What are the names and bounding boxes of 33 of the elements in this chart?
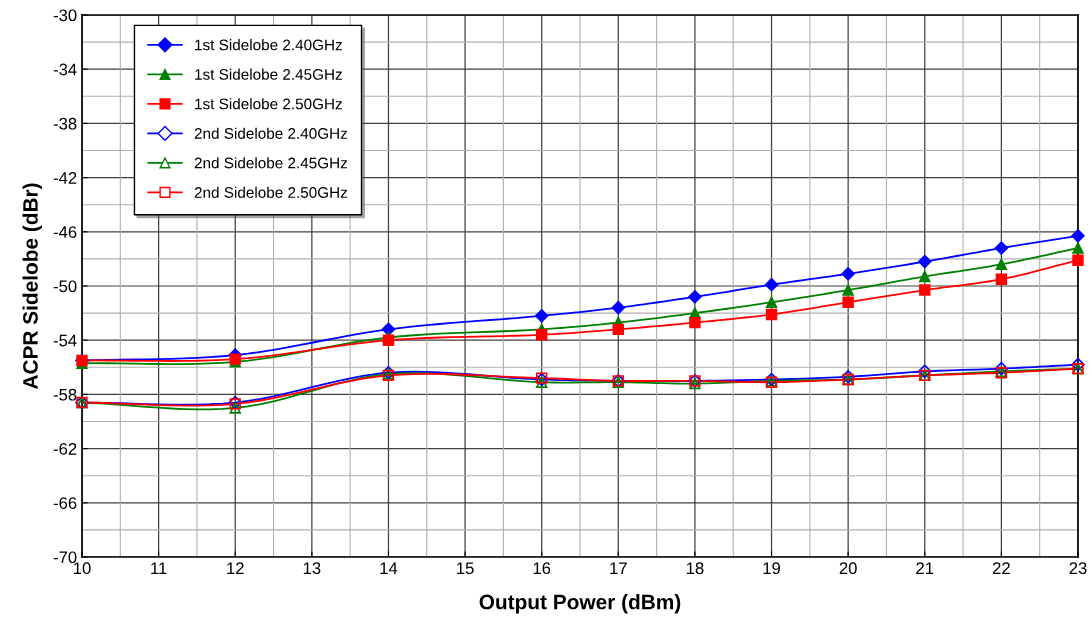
legend-label: 1st Sidelobe 2.50GHz	[195, 98, 342, 110]
x-tick-label: 15	[457, 562, 474, 575]
y-tick-label: -38	[53, 117, 77, 130]
y-tick-label: -66	[53, 497, 77, 509]
y-tick-label: -30	[53, 9, 77, 22]
y-tick-label: -34	[53, 63, 77, 76]
x-tick-label: 13	[303, 562, 321, 575]
x-axis-title: Output Power (dBm)	[479, 594, 681, 614]
x-tick-label: 22	[992, 562, 1010, 574]
legend-label: 1st Sidelobe 2.40GHz	[195, 39, 342, 51]
y-tick-label: -50	[53, 280, 77, 293]
x-tick-label: 20	[839, 562, 857, 575]
y-tick-label: -58	[53, 388, 77, 401]
y-tick-label: -62	[53, 443, 77, 455]
x-tick-label: 10	[74, 562, 91, 575]
x-tick-label: 12	[227, 562, 244, 574]
legend-label: 2nd Sidelobe 2.45GHz	[194, 157, 348, 169]
legend-label: 2nd Sidelobe 2.40GHz	[194, 127, 348, 139]
x-tick-label: 18	[686, 562, 704, 575]
x-tick-label: 16	[533, 562, 551, 575]
y-tick-label: -54	[53, 334, 77, 347]
y-tick-label: -70	[53, 551, 77, 564]
x-tick-label: 19	[763, 562, 781, 575]
x-tick-label: 14	[380, 562, 398, 574]
y-axis-title: ACPR Sidelobe (dBr)	[22, 183, 42, 390]
legend-label: 2nd Sidelobe 2.50GHz	[194, 186, 348, 198]
x-tick-label: 17	[610, 562, 627, 574]
legend-label: 1st Sidelobe 2.45GHz	[195, 68, 342, 80]
x-tick-label: 21	[916, 562, 934, 574]
y-tick-label: -46	[53, 226, 77, 238]
x-tick-label: 11	[151, 562, 167, 574]
y-tick-label: -42	[53, 172, 77, 184]
x-tick-label: 23	[1069, 562, 1087, 575]
